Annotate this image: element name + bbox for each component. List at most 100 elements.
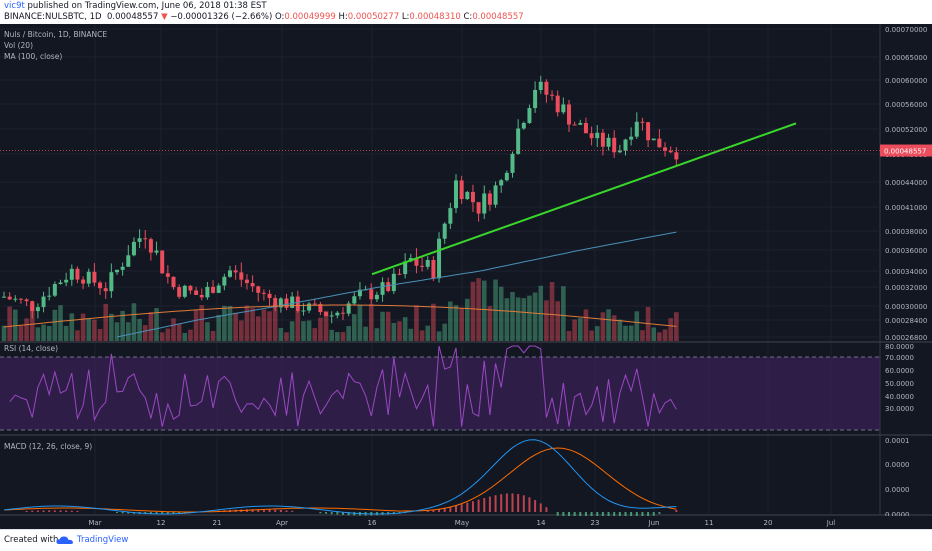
- macd-histogram-bar: [494, 495, 497, 512]
- candle-body: [420, 265, 425, 267]
- volume-bar: [1, 325, 7, 341]
- candle-body: [533, 89, 538, 109]
- time-tick-label: 11: [705, 519, 714, 527]
- macd-pane: [0, 437, 880, 514]
- volume-bar: [188, 329, 193, 341]
- volume-bar: [92, 319, 97, 341]
- volume-bar: [481, 280, 487, 341]
- macd-histogram-bar: [76, 510, 79, 512]
- volume-bar: [544, 300, 549, 341]
- volume-bar: [572, 319, 577, 341]
- macd-histogram-bar: [505, 493, 508, 512]
- volume-bar: [86, 318, 92, 341]
- candle-body: [81, 279, 86, 284]
- macd-histogram-bar: [127, 512, 130, 514]
- volume-bar: [368, 304, 374, 341]
- chart-area[interactable]: 0.00070000 0.00065000 0.00060000 0.00056000…: [0, 24, 932, 529]
- chart-svg[interactable]: 0.00070000 0.00065000 0.00060000 0.00056000…: [0, 24, 932, 529]
- candle-body: [499, 180, 504, 186]
- macd-histogram-bar: [257, 509, 260, 512]
- macd-histogram-bar: [42, 510, 45, 512]
- time-tick-label: 16: [368, 519, 377, 527]
- candle-body: [211, 286, 216, 293]
- volume-bar: [18, 325, 24, 341]
- volume-bar: [340, 332, 346, 341]
- volume-bar: [137, 318, 142, 341]
- candle-body: [222, 276, 227, 286]
- candle-body: [148, 239, 153, 253]
- macd-histogram-bar: [268, 509, 271, 512]
- price-tick-label: 0.00026800: [885, 334, 927, 342]
- volume-bar: [436, 331, 442, 341]
- candle-body: [13, 298, 18, 300]
- candle-body: [459, 180, 464, 200]
- volume-bar: [414, 305, 419, 341]
- candle-body: [623, 139, 628, 151]
- volume-bar: [159, 332, 165, 341]
- tradingview-cloud-icon: [56, 536, 73, 544]
- volume-bar: [97, 329, 103, 341]
- macd-histogram-bar: [342, 512, 344, 515]
- candle-body: [165, 273, 170, 277]
- time-tick-label: Jul: [826, 519, 836, 527]
- price-tick-label: 0.00041000: [885, 204, 927, 212]
- candle-body: [572, 124, 577, 126]
- volume-bar: [284, 332, 289, 341]
- candle-body: [510, 153, 515, 173]
- volume-bar: [657, 332, 662, 341]
- volume-bar: [470, 281, 476, 341]
- tradingview-brand[interactable]: TradingView: [77, 535, 129, 545]
- candle-body: [324, 312, 329, 316]
- volume-bar: [126, 322, 131, 341]
- volume-bar: [374, 328, 380, 341]
- candle-body: [92, 271, 97, 283]
- candle-body: [160, 250, 165, 274]
- author-link[interactable]: vic9t: [4, 1, 25, 11]
- candle-body: [18, 298, 23, 300]
- volume-legend: Vol (20): [4, 41, 34, 50]
- candle-body: [47, 295, 52, 297]
- time-tick-label: 23: [591, 519, 600, 527]
- volume-bar: [668, 318, 673, 341]
- volume-bar: [555, 301, 560, 341]
- candle-body: [335, 312, 340, 316]
- candle-body: [329, 315, 334, 317]
- price-change: −0.00001326 (−2.66%): [170, 12, 273, 22]
- macd-line: [3, 439, 677, 515]
- candle-body: [352, 296, 357, 304]
- volume-bar: [255, 316, 261, 341]
- candle-body: [216, 285, 221, 293]
- volume-bar: [75, 330, 80, 341]
- macd-histogram-bar: [178, 512, 181, 514]
- candle-body: [154, 250, 159, 253]
- low-value: 0.00048310: [409, 12, 461, 22]
- volume-bar: [182, 332, 188, 341]
- candle-body: [583, 123, 588, 134]
- macd-histogram-bar: [466, 502, 469, 512]
- price-tick-label: 0.00044000: [885, 179, 927, 187]
- volume-bar: [289, 321, 295, 341]
- price-tick-label: 0.00070000: [885, 26, 927, 34]
- chart-title: Nuls / Bitcoin, 1D, BINANCE: [4, 30, 108, 39]
- macd-histogram-bar: [325, 512, 328, 514]
- candle-body: [442, 223, 447, 239]
- volume-bar: [402, 317, 408, 341]
- volume-bar: [611, 315, 617, 341]
- rsi-tick-label: 30.0000: [885, 405, 914, 413]
- price-tick-label: 0.00036000: [885, 247, 927, 255]
- candle-body: [357, 289, 362, 297]
- time-tick-label: Mar: [88, 519, 101, 527]
- candle-body: [600, 132, 605, 147]
- price-tick-label: 0.00032000: [885, 284, 927, 292]
- volume-bar: [171, 318, 176, 341]
- candle-body: [52, 283, 57, 296]
- macd-histogram-bar: [330, 512, 333, 515]
- volume-bar: [148, 312, 154, 341]
- volume-bar: [278, 327, 284, 341]
- candle-body: [98, 282, 103, 289]
- macd-histogram-bar: [48, 510, 51, 512]
- candle-body: [177, 287, 182, 297]
- volume-bar: [301, 321, 306, 341]
- volume-bar: [46, 326, 52, 341]
- volume-bar: [199, 305, 205, 341]
